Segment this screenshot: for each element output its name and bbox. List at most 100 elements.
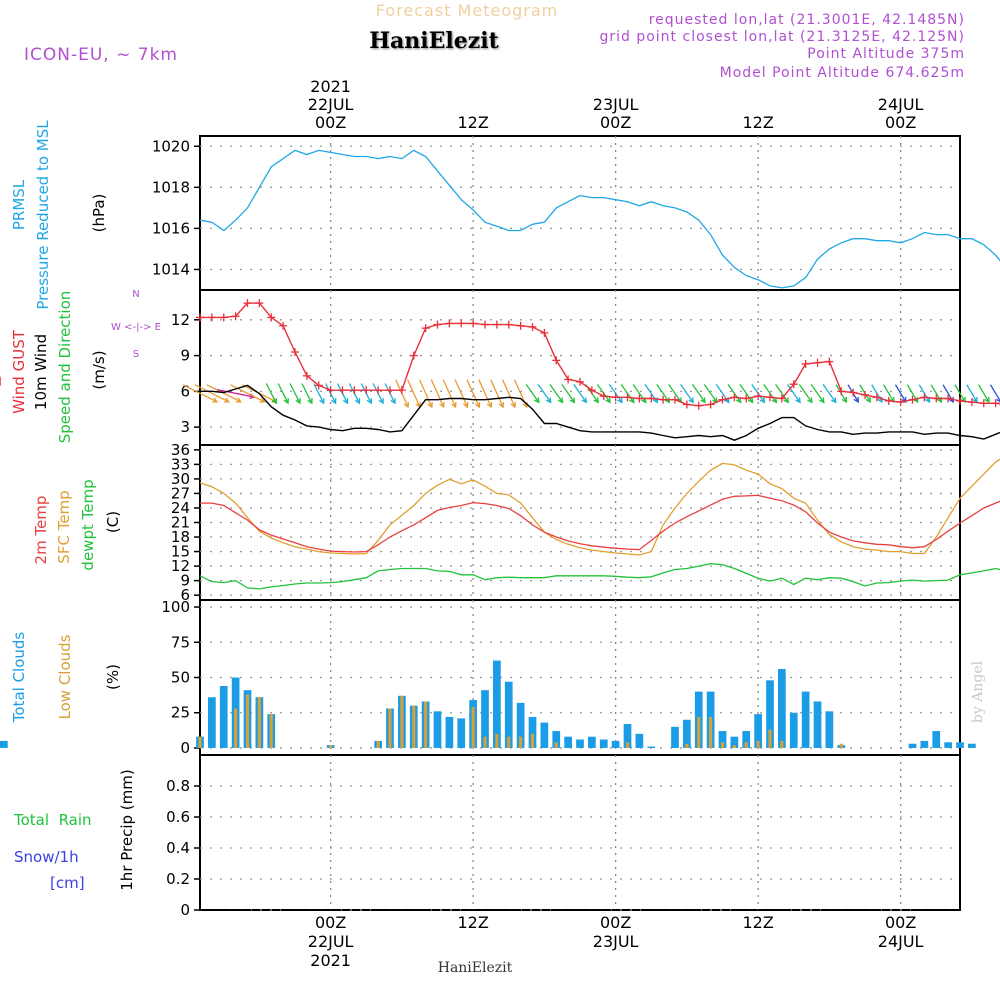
wind-arrow-head [439, 401, 445, 409]
low-cloud-bar [839, 743, 843, 748]
total-cloud-bar [766, 680, 774, 748]
total-cloud-bar [528, 716, 537, 748]
wind-direction-arrow [313, 383, 325, 404]
dewpt-line [199, 563, 1000, 590]
wind-direction-arrow [277, 383, 289, 404]
y-tick-label: 6 [180, 586, 190, 604]
pressure-line [199, 149, 1000, 289]
total-cloud-bar [968, 743, 976, 748]
y-tick-label: 27 [171, 484, 190, 502]
wind-direction-arrow [691, 383, 706, 403]
y-tick-label: 0.4 [166, 839, 190, 857]
temp-unit: (C) [104, 511, 122, 533]
time-tick-label-bottom: 00Z [885, 913, 916, 932]
wind-direction-arrow [894, 384, 907, 403]
wind-arrow-head [996, 396, 1000, 403]
wind-direction-arrow [883, 384, 895, 403]
wind-direction-arrow [478, 379, 492, 408]
wind-arrow-head [331, 398, 337, 405]
clouds-panel: Total Clouds Low Clouds (%) 0 25 50 75 100 [0, 598, 976, 757]
low-cloud-bar [756, 740, 760, 748]
wind-arrow-head [569, 397, 576, 404]
wind-arrow-head [211, 397, 219, 403]
low-cloud-bar [388, 708, 392, 748]
time-tick-label-top: 12Z [457, 113, 488, 132]
y-tick-label: 0 [180, 739, 190, 757]
total-cloud-bar [576, 739, 584, 748]
wind-direction-arrow [822, 383, 837, 403]
wind-direction-arrow [490, 379, 504, 408]
gust-label: Wind GUST [10, 329, 28, 414]
y-tick-label: 0.8 [166, 777, 190, 795]
total-cloud-bar [754, 714, 762, 748]
y-tick-label: 12 [171, 557, 190, 575]
low-cloud-bar [554, 742, 558, 748]
low-cloud-bar [412, 705, 416, 748]
precip-panel: Total Rain Snow/1h [cm] 1hr Precip (mm) … [13, 754, 961, 919]
low-cloud-bar [744, 742, 748, 748]
wind-arrow-head [498, 401, 505, 409]
wind-arrow-head [853, 396, 859, 404]
time-tick-label-top: 12Z [742, 113, 773, 132]
wind-arrow-head [700, 397, 706, 404]
low-cloud-bar [519, 736, 523, 748]
year-label-top: 2021 [310, 77, 351, 96]
y-tick-label: 36 [171, 441, 190, 459]
total-cloud-bar [778, 669, 786, 748]
y-tick-label: 50 [171, 669, 190, 687]
total-cloud-bar [445, 716, 454, 748]
total-cloud-bar [611, 740, 620, 748]
wind-direction-arrow [786, 383, 801, 403]
wind-arrow-head [830, 397, 837, 404]
low-cloud-bar [507, 736, 511, 748]
wind-arrow-head [735, 397, 742, 404]
info-line-2: grid point closest lon,lat (21.3125E, 42… [599, 29, 965, 45]
compass-south: S [133, 349, 139, 360]
compass-west-east: W <-|-> E [111, 322, 161, 333]
total-cloud-bar [433, 711, 442, 748]
y-tick-label: 1016 [152, 219, 190, 237]
wind-direction-arrow [182, 384, 218, 403]
sfc-temp-label: SFC Temp [55, 490, 73, 563]
total-cloud-bar [599, 739, 608, 748]
low-cloud-bar [625, 742, 630, 748]
low-cloud-bar [483, 736, 487, 748]
y-tick-label: 25 [171, 704, 190, 722]
wind-direction-arrow [502, 379, 516, 408]
wind-arrow-head [759, 397, 766, 404]
wind-arrow-head [486, 401, 493, 409]
low-cloud-bar [732, 745, 736, 748]
wind-direction-arrow [703, 383, 718, 403]
info-line-4: Model Point Altitude 674.625m [720, 65, 965, 81]
wind-arrow-head [783, 397, 789, 404]
wind-direction-arrow [230, 384, 265, 403]
wind-arrow-head [581, 397, 588, 404]
wind-arrow-head [283, 398, 289, 405]
time-tick-label-top: 00Z [600, 113, 631, 132]
wind10-label: 10m Wind [32, 334, 50, 410]
y-tick-label: 0.2 [166, 870, 190, 888]
wind-direction-arrow [442, 379, 457, 408]
wind-direction-arrow [680, 383, 694, 403]
total-cloud-bar [457, 718, 466, 748]
date-label-bottom: 24JUL [878, 932, 924, 951]
wind-arrow-head [463, 401, 469, 409]
wind-arrow-head [366, 398, 373, 405]
total-cloud-bar [623, 724, 632, 748]
y-tick-label: 15 [171, 543, 190, 561]
wind-arrow-head [510, 401, 516, 409]
wind-direction-arrow [430, 379, 445, 408]
wind-direction-arrow [265, 383, 277, 404]
low-cloud-bar [245, 694, 250, 748]
pressure-panel: PRMSL Pressure Reduced to MSL (hPa) 1014… [10, 120, 1000, 310]
wind-arrow-head [295, 398, 301, 405]
total-cloud-bar [564, 736, 572, 748]
time-tick-label-top: 00Z [315, 113, 346, 132]
panel-frame [199, 135, 961, 291]
total-cloud-bar [493, 660, 501, 748]
y-tick-label: 75 [171, 633, 190, 651]
wind-arrow-head [819, 397, 825, 404]
temp2m-line [200, 494, 1000, 553]
wind-arrow-head [403, 401, 410, 409]
wind-arrow-head [605, 397, 611, 404]
